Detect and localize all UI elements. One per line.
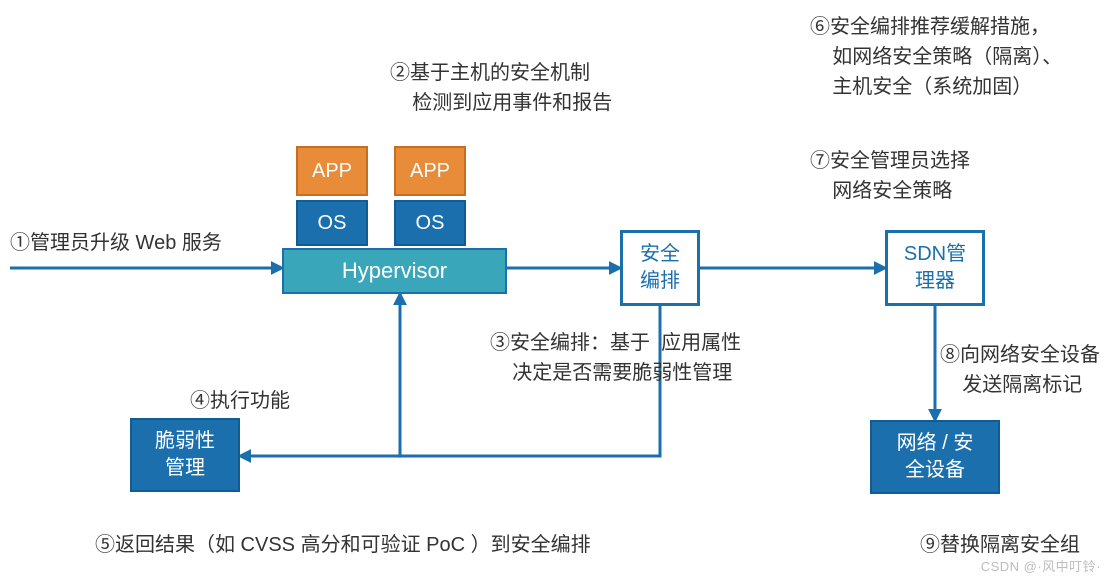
node-os1: OS — [296, 200, 368, 246]
label-l4: ④执行功能 — [190, 386, 290, 416]
node-os1-label: OS — [318, 210, 347, 237]
node-os2: OS — [394, 200, 466, 246]
node-netdev: 网络 / 安 全设备 — [870, 420, 1000, 494]
label-l6: ⑥安全编排推荐缓解措施， 如网络安全策略（隔离）、 主机安全（系统加固） — [810, 12, 1062, 102]
label-l8: ⑧向网络安全设备 发送隔离标记 — [940, 340, 1100, 400]
node-hv: Hypervisor — [282, 248, 507, 294]
watermark: CSDN @·风中叮铃· — [981, 556, 1101, 575]
node-app2: APP — [394, 146, 466, 196]
node-app2-label: APP — [410, 158, 450, 185]
node-sdn-label: SDN管 理器 — [904, 241, 966, 295]
node-hv-label: Hypervisor — [342, 256, 447, 286]
node-vuln-label: 脆弱性 管理 — [155, 428, 215, 482]
node-saArr-label: 安全 编排 — [640, 241, 680, 295]
node-saArr: 安全 编排 — [620, 230, 700, 306]
label-l5: ⑤返回结果（如 CVSS 高分和可验证 PoC ）到安全编排 — [95, 530, 591, 560]
label-l7: ⑦安全管理员选择 网络安全策略 — [810, 146, 970, 206]
label-l1: ①管理员升级 Web 服务 — [10, 228, 222, 258]
node-vuln: 脆弱性 管理 — [130, 418, 240, 492]
node-os2-label: OS — [416, 210, 445, 237]
node-app1-label: APP — [312, 158, 352, 185]
node-app1: APP — [296, 146, 368, 196]
label-l3: ③安全编排：基于 应用属性 决定是否需要脆弱性管理 — [490, 328, 741, 388]
node-netdev-label: 网络 / 安 全设备 — [897, 430, 974, 484]
edge-e4-junction — [398, 454, 402, 458]
node-sdn: SDN管 理器 — [885, 230, 985, 306]
label-l2: ②基于主机的安全机制 检测到应用事件和报告 — [390, 58, 612, 118]
diagram-stage: APP APP OS OS Hypervisor 安全 编排 SDN管 理器脆弱性 管理 网络… — [0, 0, 1111, 583]
